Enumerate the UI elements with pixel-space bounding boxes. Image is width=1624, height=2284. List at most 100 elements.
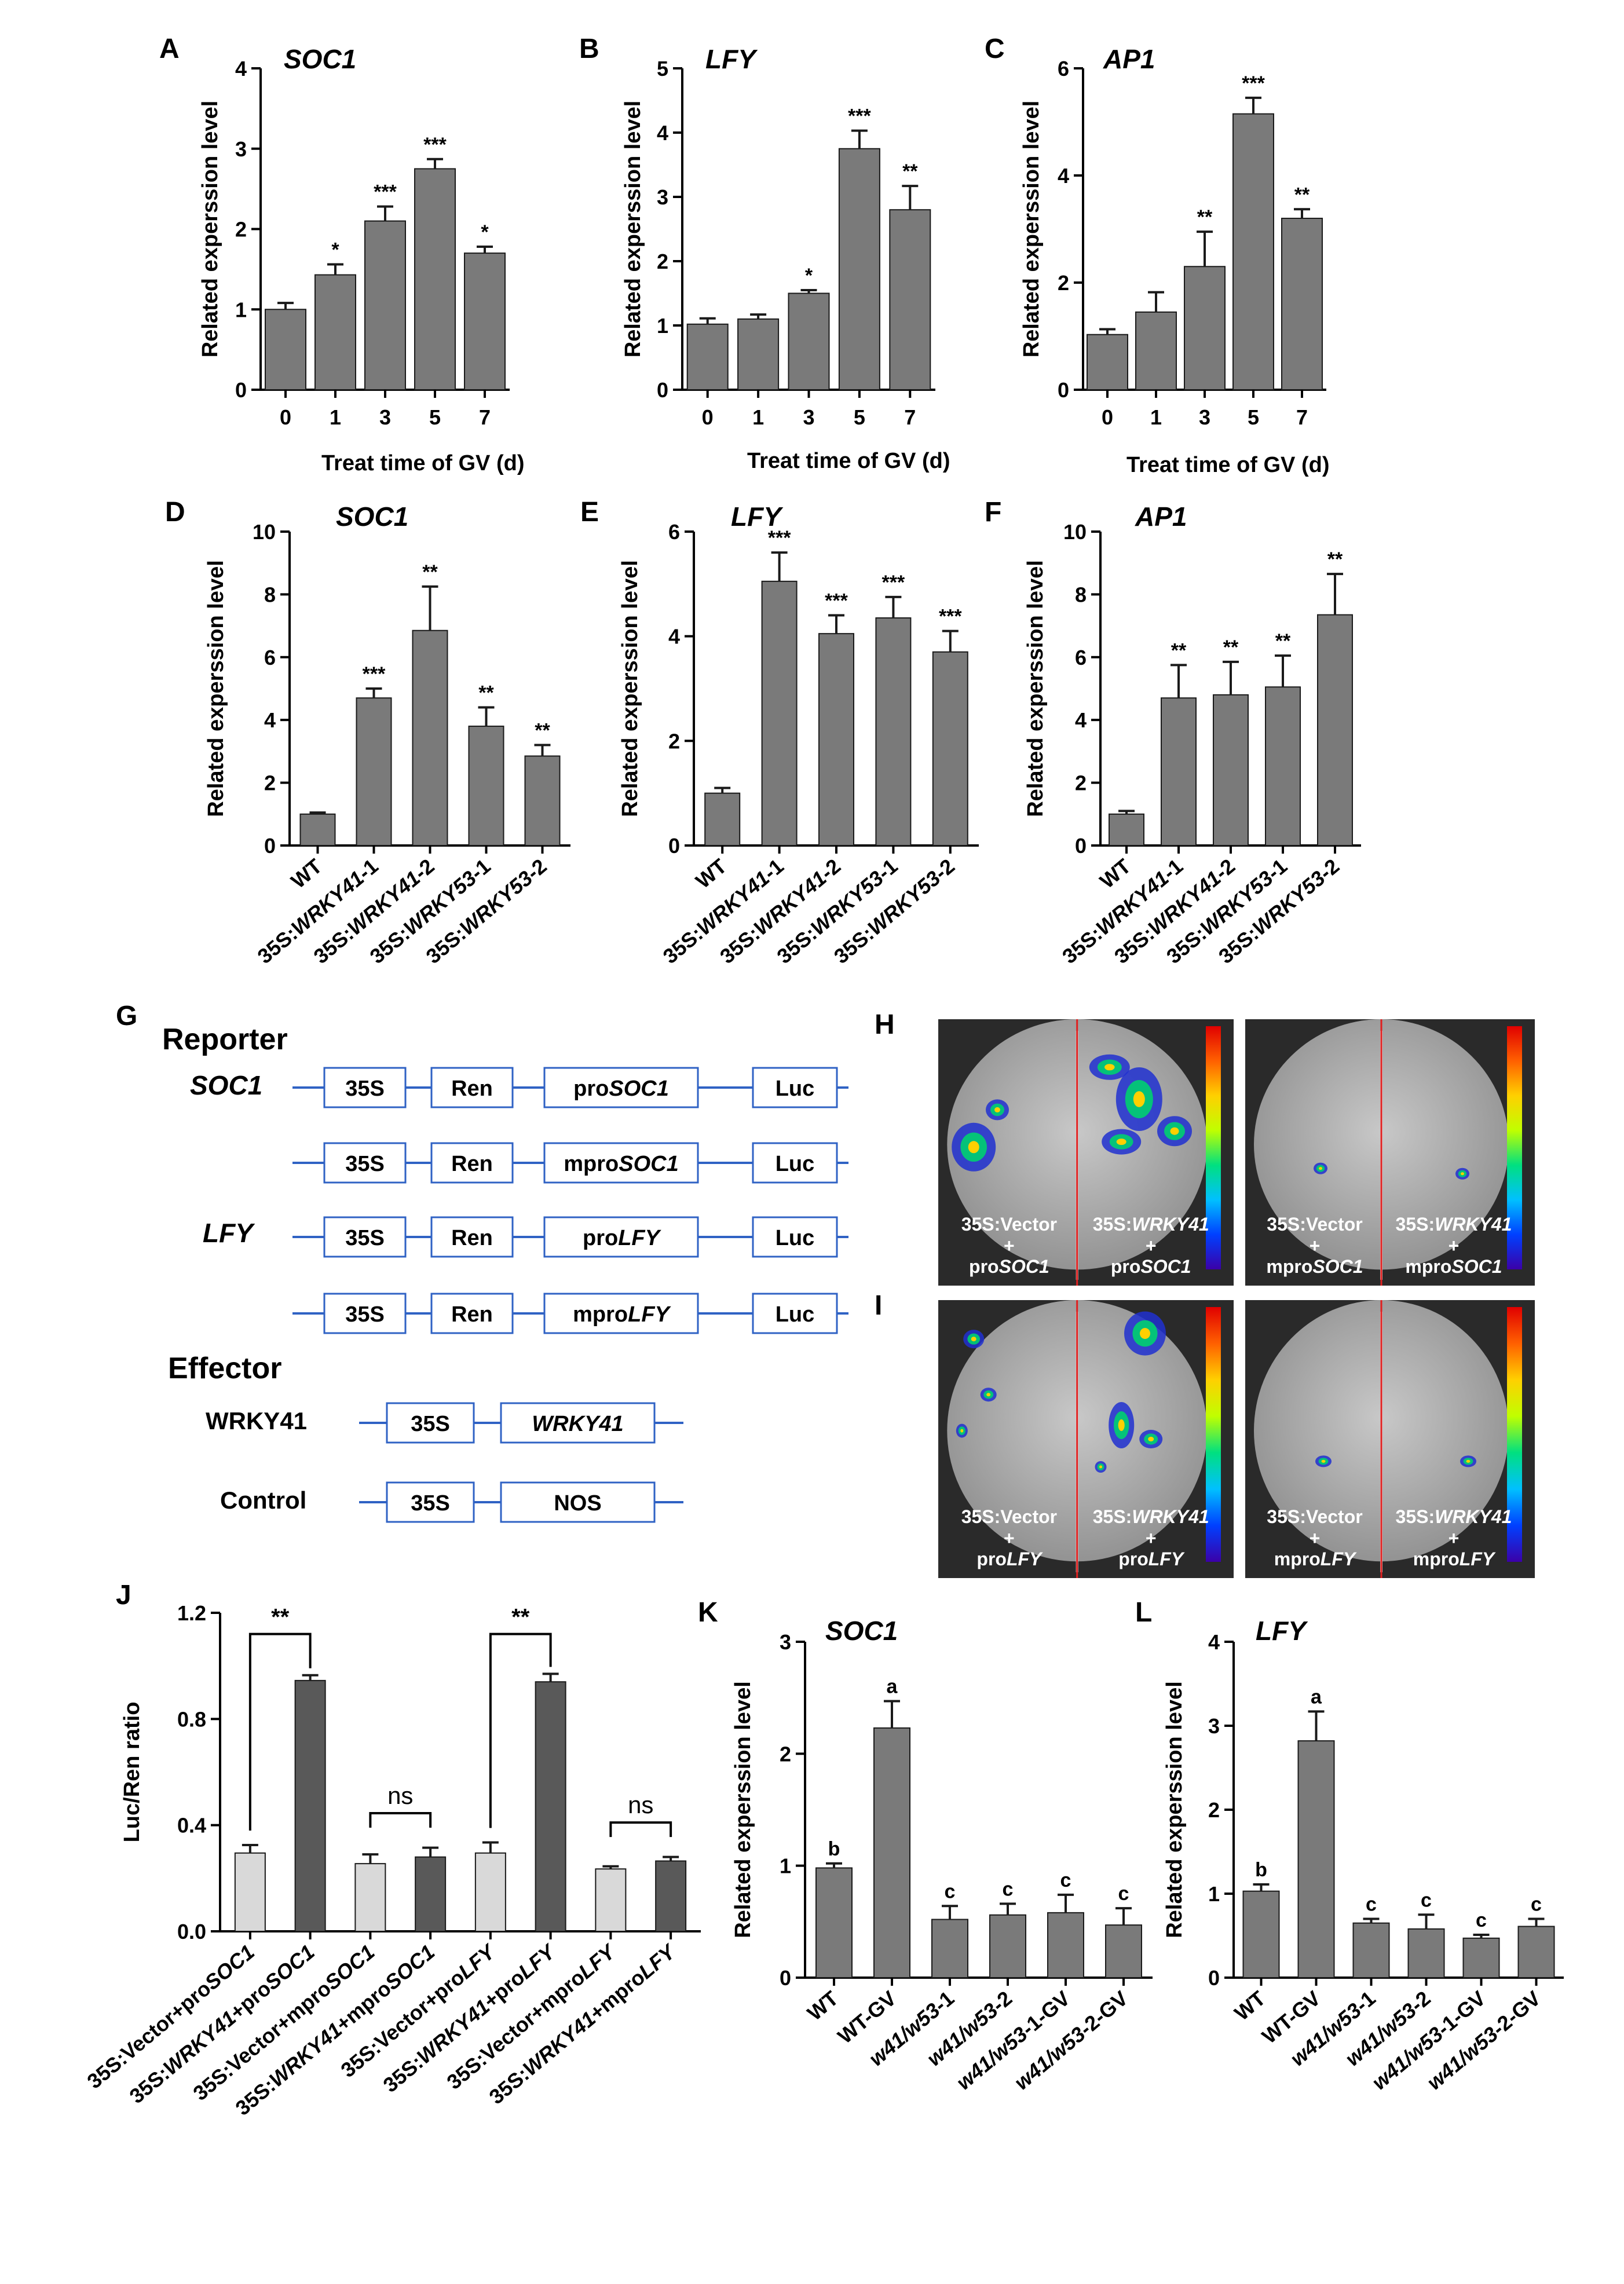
- box-luc: [752, 1142, 838, 1184]
- box-effector-label: WRKY41: [532, 1412, 623, 1436]
- luminescence-scale-bar: [1206, 1307, 1221, 1562]
- significance-label: *: [331, 239, 339, 261]
- chart-title: LFY: [731, 502, 784, 532]
- y-tick-label: 4: [1075, 708, 1087, 732]
- bar: [595, 1868, 627, 1932]
- y-tick-label: 0: [264, 834, 276, 858]
- luminescence-signal: [1118, 1419, 1125, 1431]
- leaf-label-plus: +: [1004, 1235, 1015, 1256]
- luminescence-signal: [1099, 1465, 1102, 1469]
- x-tick-label: 3: [1199, 405, 1210, 429]
- y-tick-label: 6: [264, 646, 276, 669]
- y-tick-label: 8: [1075, 583, 1087, 606]
- panel-letter-k: K: [698, 1597, 718, 1628]
- bar: [234, 1852, 266, 1932]
- x-tick-label: 3: [379, 405, 391, 429]
- bar: [1297, 1740, 1335, 1979]
- y-tick-label: 4: [657, 121, 668, 145]
- y-tick-label: 6: [1075, 646, 1087, 669]
- reporter-heading: Reporter: [162, 1023, 288, 1056]
- significance-label: ***: [374, 181, 397, 203]
- y-axis-title: Related experssion level: [618, 560, 642, 817]
- chart-title: LFY: [705, 44, 758, 74]
- y-axis-title: Related experssion level: [1162, 1681, 1187, 1938]
- y-tick-label: 1.2: [177, 1601, 206, 1625]
- leaf-label-effector-right: 35S:WRKY41: [1396, 1506, 1512, 1527]
- box-ren-label: Ren: [451, 1302, 493, 1327]
- y-axis-title: Related experssion level: [731, 1681, 755, 1938]
- significance-label: *: [481, 221, 489, 243]
- significance-label: c: [1366, 1894, 1377, 1916]
- significance-label: c: [1118, 1883, 1129, 1905]
- chart-b: B LFY 0 1 2 3 4 5 Related experssion level 0 1 * 3 **…: [579, 34, 950, 473]
- x-axis-title: Treat time of GV (d): [747, 449, 950, 473]
- significance-label: *: [805, 265, 813, 287]
- y-tick-label: 4: [668, 625, 680, 649]
- x-tick-label: 0: [280, 405, 291, 429]
- y-tick-label: 3: [657, 185, 668, 209]
- x-tick-label: WT: [286, 854, 326, 893]
- bar: [873, 1727, 910, 1979]
- x-tick-label: 7: [479, 405, 491, 429]
- x-tick-label: 1: [752, 405, 764, 429]
- bar: [464, 252, 506, 390]
- bar: [1281, 218, 1323, 390]
- bar: [474, 1852, 506, 1932]
- luminescence-signal: [1116, 1139, 1126, 1145]
- y-axis-title: Related experssion level: [198, 101, 222, 358]
- x-tick-label: 7: [904, 405, 916, 429]
- significance-label: **: [1197, 206, 1213, 228]
- comparison-bracket: [369, 1812, 432, 1828]
- significance-label: ***: [423, 134, 447, 156]
- box-35s: [323, 1293, 407, 1334]
- bar: [686, 323, 729, 391]
- x-tick-label: WT: [691, 854, 731, 893]
- bar: [815, 1867, 853, 1979]
- comparison-bracket: [489, 1633, 552, 1828]
- significance-label: ***: [768, 527, 791, 549]
- box-luc-label: Luc: [776, 1302, 815, 1327]
- bar: [1135, 311, 1177, 390]
- x-tick-label: WT: [1095, 854, 1135, 893]
- significance-label: **: [1327, 548, 1343, 570]
- luminescence-signal: [1461, 1172, 1464, 1176]
- leaf-label-plus: +: [1310, 1528, 1321, 1549]
- leaf-label-effector-left: 35S:Vector: [1267, 1214, 1362, 1235]
- panel-letter-l: L: [1135, 1597, 1152, 1628]
- y-axis-title: Related experssion level: [621, 101, 645, 358]
- bar: [524, 755, 561, 847]
- bracket-label: ns: [387, 1782, 413, 1809]
- bracket-label: ns: [628, 1791, 653, 1818]
- bar: [354, 1863, 386, 1932]
- box-35s-label: 35S: [411, 1412, 450, 1436]
- y-tick-label: 3: [1208, 1714, 1220, 1738]
- leaf-label-effector-right: 35S:WRKY41: [1093, 1506, 1209, 1527]
- y-tick-label: 3: [780, 1630, 791, 1654]
- bar: [1352, 1922, 1390, 1978]
- x-tick-label: 1: [1150, 405, 1162, 429]
- control-name: Control: [220, 1487, 306, 1514]
- panel-letter-d: D: [165, 497, 185, 528]
- y-tick-label: 6: [1058, 57, 1069, 80]
- bar: [1109, 813, 1144, 847]
- y-tick-label: 2: [657, 250, 668, 273]
- chart-title: AP1: [1103, 44, 1155, 74]
- y-tick-label: 0.8: [177, 1707, 206, 1731]
- box-promoter-label: proSOC1: [573, 1077, 669, 1101]
- luminescence-scale-bar: [1507, 1307, 1522, 1562]
- box-35s: [323, 1067, 407, 1108]
- box-ren: [430, 1067, 514, 1108]
- significance-label: **: [1223, 636, 1239, 658]
- box-ren: [430, 1216, 514, 1258]
- y-tick-label: 3: [235, 137, 247, 161]
- box-promoter: [543, 1067, 699, 1108]
- y-tick-label: 2: [235, 218, 247, 241]
- leaf-label-reporter-left: proSOC1: [969, 1256, 1049, 1277]
- bar: [1087, 334, 1128, 390]
- y-tick-label: 6: [668, 520, 680, 544]
- chart-title: AP1: [1135, 502, 1187, 532]
- significance-label: ***: [1242, 72, 1265, 94]
- y-tick-label: 0: [1075, 834, 1087, 858]
- construct-rows: 35S Ren proSOC1 Luc 35S Ren mproSOC1 Luc 35S Ren p…: [292, 1067, 848, 1523]
